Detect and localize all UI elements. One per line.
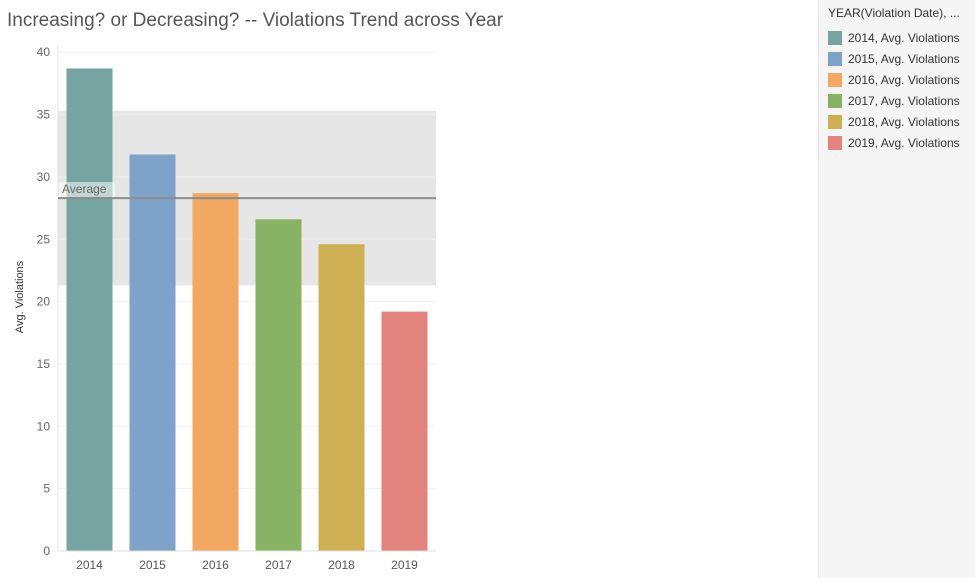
legend-item-2015[interactable]: 2015, Avg. Violations xyxy=(828,48,960,69)
x-tick-label: 2014 xyxy=(76,558,103,572)
y-tick-label: 0 xyxy=(43,544,50,558)
legend-swatch xyxy=(828,30,842,45)
bar-2019[interactable] xyxy=(381,311,428,551)
legend-item-2014[interactable]: 2014, Avg. Violations xyxy=(828,27,960,48)
bar-2016[interactable] xyxy=(192,193,239,551)
y-axis: 0 5 10 15 20 25 30 35 40 xyxy=(37,45,59,558)
x-tick-label: 2015 xyxy=(139,558,166,572)
y-tick-label: 15 xyxy=(37,357,51,371)
legend-swatch xyxy=(828,114,842,129)
x-axis: 2014 2015 2016 2017 2018 2019 xyxy=(58,550,436,572)
legend-label: 2019, Avg. Violations xyxy=(848,135,960,150)
x-tick-label: 2017 xyxy=(265,558,292,572)
bar-2018[interactable] xyxy=(318,244,365,551)
x-tick-label: 2019 xyxy=(391,558,418,572)
legend-label: 2014, Avg. Violations xyxy=(848,30,960,45)
legend-item-2019[interactable]: 2019, Avg. Violations xyxy=(828,132,960,153)
legend-items: 2014, Avg. Violations 2015, Avg. Violatio… xyxy=(828,27,960,153)
x-tick-label: 2018 xyxy=(328,558,355,572)
legend-label: 2015, Avg. Violations xyxy=(848,51,960,66)
average-label: Average xyxy=(62,182,107,196)
legend-swatch xyxy=(828,93,842,108)
y-tick-label: 10 xyxy=(37,419,51,433)
legend-label: 2017, Avg. Violations xyxy=(848,93,960,108)
legend-swatch xyxy=(828,135,842,150)
legend-label: 2018, Avg. Violations xyxy=(848,114,960,129)
bar-2017[interactable] xyxy=(255,219,302,551)
y-axis-label: Avg. Violations xyxy=(14,260,26,333)
chart-title: Increasing? or Decreasing? -- Violations… xyxy=(7,10,504,31)
legend-swatch xyxy=(828,51,842,66)
y-tick-label: 20 xyxy=(37,295,51,309)
x-tick-label: 2016 xyxy=(202,558,229,572)
y-tick-label: 40 xyxy=(37,45,51,59)
y-tick-label: 25 xyxy=(37,232,51,246)
y-tick-label: 35 xyxy=(37,108,51,122)
y-tick-label: 5 xyxy=(43,482,50,496)
legend-item-2017[interactable]: 2017, Avg. Violations xyxy=(828,90,960,111)
legend-panel: YEAR(Violation Date), ... 2014, Avg. Vio… xyxy=(818,0,975,578)
legend-item-2018[interactable]: 2018, Avg. Violations xyxy=(828,111,960,132)
legend-label: 2016, Avg. Violations xyxy=(848,72,960,87)
legend-item-2016[interactable]: 2016, Avg. Violations xyxy=(828,69,960,90)
y-tick-label: 30 xyxy=(37,170,51,184)
bar-2014[interactable] xyxy=(66,68,113,551)
legend-swatch xyxy=(828,72,842,87)
reference-label-bg xyxy=(59,182,115,198)
legend-title[interactable]: YEAR(Violation Date), ... xyxy=(828,6,960,20)
bars xyxy=(66,68,428,551)
bar-2015[interactable] xyxy=(129,154,176,551)
reference-line-layer: Average xyxy=(58,182,436,200)
